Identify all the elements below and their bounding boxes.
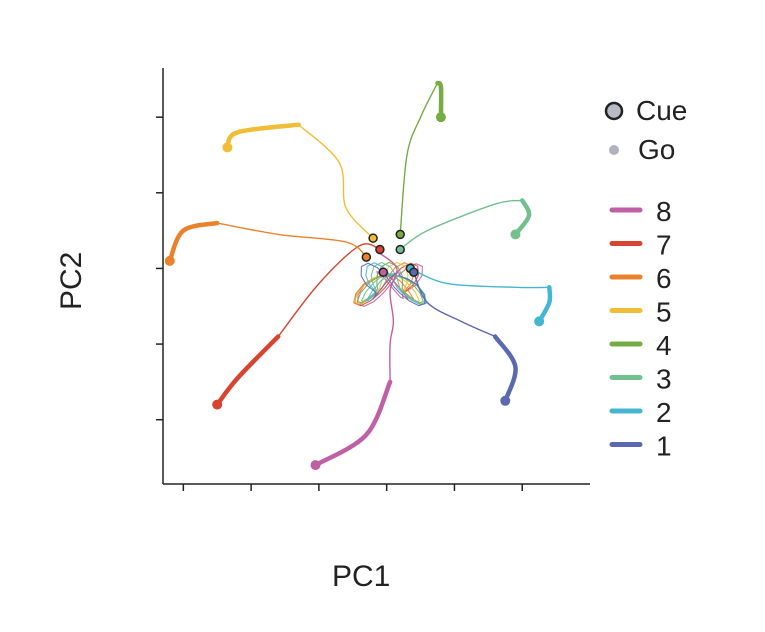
trajectory-4-late — [435, 80, 444, 120]
cue-marker-4 — [395, 229, 405, 240]
legend-label-8: 8 — [656, 196, 672, 227]
go-markers — [164, 112, 545, 471]
go-marker-2 — [534, 316, 545, 327]
legend-label-2: 2 — [656, 397, 672, 428]
cue-marker-6 — [361, 252, 372, 262]
trajectory-5-late — [225, 122, 301, 150]
x-axis-label: PC1 — [332, 560, 391, 593]
trajectory-6-early — [217, 222, 367, 258]
trajectory-7-early — [277, 243, 381, 337]
legend-label-1: 1 — [656, 431, 672, 462]
trajectory-lines — [167, 80, 553, 468]
trajectory-6-late — [167, 220, 220, 264]
legend-label-3: 3 — [656, 364, 672, 395]
legend-label-7: 7 — [656, 230, 672, 261]
trajectory-2-late — [536, 285, 553, 324]
legend-go-label: Go — [638, 134, 675, 165]
trajectory-4-early — [399, 82, 439, 235]
go-marker-7 — [212, 399, 223, 410]
trajectory-3-late — [513, 198, 532, 237]
cue-marker-7 — [375, 244, 385, 255]
x-ticks — [182, 484, 523, 491]
trajectory-1-late — [492, 334, 518, 404]
y-ticks — [156, 116, 163, 421]
trajectory-7-late — [214, 334, 281, 407]
cue-marker-8 — [378, 267, 389, 277]
go-marker-4 — [435, 112, 446, 123]
trajectory-8-late — [313, 379, 393, 468]
go-marker-1 — [500, 395, 511, 406]
trajectory-4-core — [356, 261, 425, 304]
legend-cue-label: Cue — [636, 95, 687, 126]
cue-marker-1 — [409, 267, 419, 277]
go-marker-5 — [222, 142, 233, 153]
cue-markers — [361, 229, 419, 277]
trajectory-1-early — [413, 271, 496, 338]
cue-marker-5 — [368, 233, 378, 243]
trajectory-2-early — [410, 267, 550, 289]
go-marker-3 — [510, 229, 521, 240]
axes — [156, 68, 590, 491]
trajectory-5-early — [298, 124, 374, 239]
trajectory-3-early — [399, 199, 523, 251]
trajectory-8-early — [379, 252, 398, 382]
go-marker-6 — [164, 255, 175, 266]
legend-label-6: 6 — [656, 263, 672, 294]
cue-marker-3 — [395, 244, 405, 255]
go-marker-8 — [310, 460, 321, 471]
legend-go-marker — [609, 145, 619, 155]
y-axis-label: PC2 — [55, 251, 88, 310]
legend-label-5: 5 — [656, 297, 672, 328]
legend-cue-marker — [604, 101, 624, 121]
legend-label-4: 4 — [656, 330, 672, 361]
